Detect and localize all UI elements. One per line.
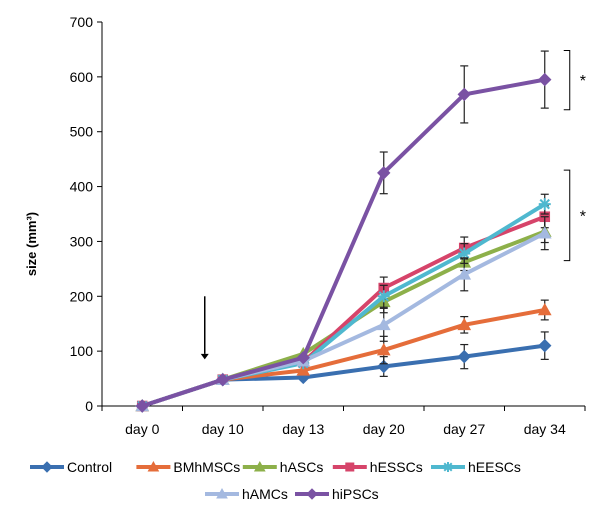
legend-swatch-marker	[253, 460, 266, 472]
legend-swatch-marker	[147, 460, 160, 472]
y-tick-label: 0	[85, 398, 93, 414]
star-marker-stroke	[539, 198, 550, 210]
legend-item-hesscs: hESSCs	[332, 459, 423, 475]
data-point-bmhmscs	[296, 363, 311, 376]
bracket-line	[563, 169, 571, 262]
y-tick-label: 700	[70, 14, 94, 30]
y-axis-title: size (mm³)	[24, 212, 39, 276]
down-arrow	[200, 296, 209, 360]
star-marker-stroke	[378, 291, 389, 302]
series-bmhmscs	[135, 299, 552, 412]
legend-swatch-marker	[443, 462, 453, 472]
bracket-line	[563, 50, 571, 111]
legend-item-heescs: hEESCs	[431, 459, 521, 475]
star-marker-stroke	[443, 462, 453, 472]
down-arrow-head	[200, 353, 209, 360]
series-hipscs	[135, 50, 552, 413]
significance-label: *	[580, 73, 586, 90]
data-point-bmhmscs	[376, 343, 391, 356]
legend-label: hEESCs	[468, 459, 521, 475]
legend-label: BMhMSCs	[173, 459, 240, 475]
data-point-hamcs	[376, 317, 391, 331]
significance-label: *	[580, 208, 586, 225]
legend: Control BMhMSCs hASCs hESSCs hEESCs hAMCs hiPS…	[30, 459, 521, 502]
y-tick-label: 200	[70, 288, 94, 304]
x-tick-label: day 13	[282, 421, 324, 437]
y-tick-label: 300	[70, 233, 94, 249]
data-point-hipscs	[216, 372, 230, 387]
y-tick-label: 600	[70, 69, 94, 85]
series-hascs	[135, 219, 552, 412]
x-tick-label: day 27	[443, 421, 485, 437]
legend-label: Control	[67, 459, 112, 475]
series-line-hipscs	[140, 77, 547, 408]
significance-bracket: *	[563, 169, 586, 262]
data-point-hipscs	[296, 351, 310, 365]
data-point-hipscs	[538, 72, 552, 87]
y-ticks: 0 100 200 300 400 500 600 700	[70, 14, 102, 414]
series-heescs	[136, 193, 551, 412]
legend-swatch-marker	[306, 488, 318, 500]
series-line-heescs	[140, 202, 547, 408]
legend-label: hASCs	[280, 459, 324, 475]
significance-bracket: *	[563, 50, 586, 111]
x-tick-label: day 10	[202, 421, 244, 437]
data-point-control	[457, 349, 471, 364]
series-hesscs	[136, 205, 551, 412]
series-hamcs	[135, 216, 552, 412]
series-line-hascs	[140, 229, 547, 408]
y-tick-label: 100	[70, 343, 94, 359]
star-marker-stroke	[459, 248, 470, 259]
legend-label: hiPSCs	[332, 486, 379, 502]
data-point-bmhmscs	[457, 317, 472, 331]
data-point-control	[538, 338, 552, 353]
data-point-hipscs	[377, 166, 391, 180]
legend-swatch-marker	[345, 462, 355, 472]
legend-swatch-marker	[41, 461, 53, 473]
legend-item-hamcs: hAMCs	[205, 486, 288, 502]
x-tick-label: day 34	[524, 421, 566, 437]
legend-swatch-marker	[216, 487, 228, 499]
data-point-heescs	[538, 198, 551, 211]
x-ticks: day 0 day 10 day 13 day 20 day 27 day 34	[101, 406, 586, 437]
legend-item-hipscs: hiPSCs	[295, 486, 379, 502]
x-tick-label: day 20	[363, 421, 405, 437]
data-point-heescs	[377, 290, 390, 303]
legend-label: hAMCs	[242, 486, 288, 502]
series-group	[135, 50, 552, 413]
data-point-hamcs	[537, 226, 552, 239]
data-point-hipscs	[457, 87, 471, 102]
annotations: **	[200, 50, 586, 360]
y-tick-label: 500	[70, 124, 94, 140]
data-point-bmhmscs	[537, 302, 552, 316]
y-tick-label: 400	[70, 179, 94, 195]
data-point-hipscs	[135, 399, 149, 413]
data-point-heescs	[458, 247, 471, 260]
series-line-hesscs	[140, 214, 547, 408]
legend-item-control: Control	[30, 459, 112, 475]
x-tick-label: day 0	[125, 421, 159, 437]
data-point-hamcs	[457, 267, 472, 280]
legend-item-bmhmscs: BMhMSCs	[136, 459, 240, 475]
legend-item-hascs: hASCs	[242, 459, 324, 475]
legend-label: hESSCs	[370, 459, 423, 475]
